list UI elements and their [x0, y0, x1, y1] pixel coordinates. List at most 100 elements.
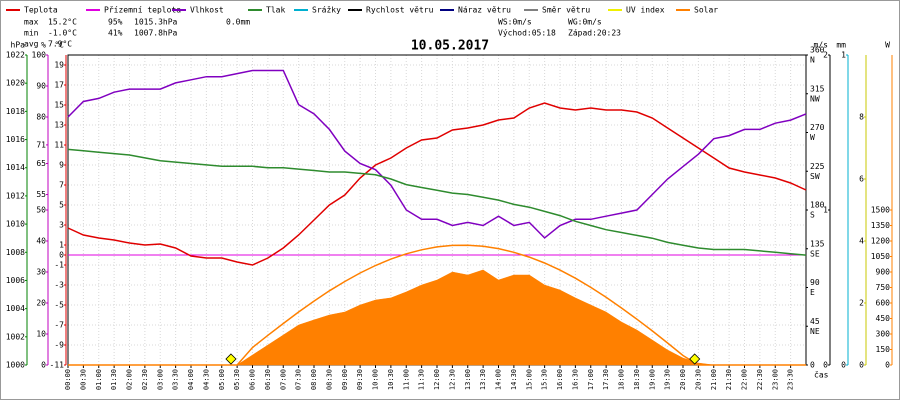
legend-label: Náraz větru — [458, 6, 511, 15]
legend-label: Solar — [694, 6, 718, 15]
x-tick-label: 14:00 — [495, 369, 503, 390]
y-tick-label: 13 — [54, 121, 64, 130]
stat-label: min — [24, 29, 39, 38]
y-tick-label: 1200 — [871, 237, 890, 246]
y-tick-label: 40 — [36, 237, 46, 246]
y-tick-label: 1002 — [6, 332, 25, 341]
stat-value: 1007.8hPa — [134, 29, 178, 38]
legend-label: Srážky — [312, 6, 341, 15]
y-tick-label: 1016 — [6, 135, 25, 144]
y-tick-label: 1022 — [6, 51, 25, 60]
y-tick-label: 5 — [59, 201, 64, 210]
x-tick-label: 12:30 — [448, 369, 456, 390]
compass-label: W — [810, 133, 815, 142]
y-tick-label: 20 — [36, 299, 46, 308]
info-text: Východ:05:18 — [498, 29, 556, 38]
y-tick-label: 1000 — [6, 361, 25, 370]
axis-unit: % — [41, 41, 46, 50]
y-tick-label: 600 — [876, 299, 891, 308]
stat-value: -1.0°C — [48, 29, 77, 38]
x-tick-label: 04:00 — [187, 369, 195, 390]
legend-label: Směr větru — [542, 6, 590, 15]
y-tick-label: 180 — [810, 201, 825, 210]
x-tick-label: 01:00 — [95, 369, 103, 390]
legend-label: UV index — [626, 6, 665, 15]
x-tick-label: 18:00 — [618, 369, 626, 390]
x-tick-label: 11:00 — [402, 369, 410, 390]
info-text: Západ:20:23 — [568, 29, 621, 38]
x-tick-label: 13:00 — [464, 369, 472, 390]
y-tick-label: 135 — [810, 239, 825, 248]
y-tick-label: 3 — [59, 221, 64, 230]
series-line — [67, 69, 807, 239]
info-text: WS:0m/s — [498, 18, 532, 27]
compass-label: S — [810, 211, 815, 220]
y-tick-label: 80 — [36, 113, 46, 122]
compass-label: SE — [810, 249, 820, 258]
stat-value: 0.0mm — [226, 18, 250, 27]
y-tick-label: 1350 — [871, 221, 890, 230]
series-line — [67, 148, 807, 256]
solar-max-line — [68, 244, 806, 366]
x-tick-label: 01:30 — [110, 369, 118, 390]
y-tick-label: -11 — [50, 361, 65, 370]
x-tick-label: 12:00 — [433, 369, 441, 390]
x-tick-label: 21:30 — [725, 369, 733, 390]
x-tick-label: 19:00 — [648, 369, 656, 390]
y-tick-label: 1020 — [6, 79, 25, 88]
y-tick-label: 1008 — [6, 248, 25, 257]
axis-unit: °C — [54, 41, 64, 50]
y-tick-label: 450 — [876, 314, 891, 323]
axis-unit: hPa — [11, 41, 26, 50]
x-tick-label: 22:30 — [756, 369, 764, 390]
y-tick-label: 0 — [810, 361, 815, 370]
axis-unit: mm — [836, 41, 846, 50]
x-tick-label: 05:00 — [218, 369, 226, 390]
legend-label: Teplota — [24, 6, 58, 15]
y-tick-label: 30 — [36, 268, 46, 277]
y-tick-label: 10 — [36, 330, 46, 339]
y-tick-label: 0 — [59, 251, 64, 260]
x-tick-label: 14:30 — [510, 369, 518, 390]
y-tick-label: 50 — [36, 206, 46, 215]
sun-marker — [689, 353, 701, 365]
x-tick-label: 23:30 — [787, 369, 795, 390]
y-tick-label: 0 — [841, 361, 846, 370]
y-tick-label: -5 — [54, 301, 64, 310]
y-tick-label: 55 — [36, 190, 46, 199]
x-tick-label: 06:30 — [264, 369, 272, 390]
y-tick-label: 2 — [823, 51, 828, 60]
info-text: WG:0m/s — [568, 18, 602, 27]
y-tick-label: 65 — [36, 159, 46, 168]
stat-value: 41% — [108, 29, 123, 38]
y-tick-label: 270 — [810, 123, 825, 132]
x-tick-label: 23:00 — [771, 369, 779, 390]
compass-label: N — [810, 56, 815, 65]
y-tick-label: 4 — [859, 237, 864, 246]
axis-unit: W — [885, 41, 890, 50]
y-tick-label: -9 — [54, 341, 64, 350]
x-tick-label: 04:30 — [202, 369, 210, 390]
y-tick-label: 1014 — [6, 163, 25, 172]
y-tick-label: 71 — [36, 140, 46, 149]
y-tick-label: 900 — [876, 268, 891, 277]
x-tick-label: 21:00 — [710, 369, 718, 390]
compass-label: NE — [810, 327, 820, 336]
y-tick-label: 0 — [859, 361, 864, 370]
compass-label: NW — [810, 94, 820, 103]
y-tick-label: 9 — [59, 161, 64, 170]
y-tick-label: 1050 — [871, 252, 890, 261]
y-tick-label: 17 — [54, 81, 64, 90]
y-tick-label: 225 — [810, 162, 825, 171]
x-tick-label: 18:30 — [633, 369, 641, 390]
x-tick-label: 00:30 — [79, 369, 87, 390]
y-tick-label: 150 — [876, 345, 891, 354]
y-tick-label: -7 — [54, 321, 64, 330]
y-tick-label: 750 — [876, 283, 891, 292]
y-tick-label: 1006 — [6, 276, 25, 285]
x-tick-label: 15:30 — [541, 369, 549, 390]
compass-label: E — [810, 288, 815, 297]
y-tick-label: 100 — [32, 51, 47, 60]
x-tick-label: 09:30 — [356, 369, 364, 390]
legend-label: Vlhkost — [190, 6, 224, 15]
